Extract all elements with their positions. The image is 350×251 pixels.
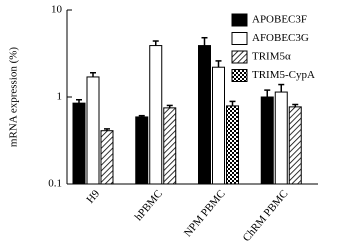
error-bar: [152, 40, 159, 46]
x-tick-label: ChRM PBMC: [241, 188, 291, 244]
bar: [135, 116, 149, 185]
legend-label: APOBEC3F: [252, 14, 307, 26]
bar: [163, 107, 177, 185]
bar: [149, 45, 163, 185]
legend-swatch: [231, 13, 248, 27]
error-bar: [166, 104, 173, 108]
legend-label: TRIM5α: [252, 51, 291, 63]
error-bar: [278, 83, 285, 93]
error-bar: [90, 71, 96, 77]
legend-swatch: [231, 50, 248, 64]
x-tick-label: H9: [84, 187, 102, 205]
x-tick-label: hPBMC: [133, 188, 165, 223]
x-tick-label: NPM PBMC: [182, 188, 228, 240]
bar: [100, 130, 114, 185]
legend-swatch: [231, 32, 248, 45]
bar: [198, 45, 211, 185]
bar: [288, 106, 302, 185]
error-bar: [76, 98, 82, 104]
legend-label: TRIM5-CypA: [252, 69, 315, 81]
bar: [86, 76, 100, 185]
error-bar: [292, 103, 299, 107]
bar: [260, 96, 274, 185]
bar: [212, 66, 225, 185]
error-bar: [215, 60, 222, 68]
y-tick-label: 0.1: [48, 178, 62, 190]
legend-swatch: [231, 69, 248, 82]
error-bar: [138, 114, 145, 117]
y-tick-label: 10: [51, 4, 63, 16]
y-tick-label: 1: [57, 91, 63, 103]
bar: [72, 102, 86, 185]
y-axis-label: mRNA expression (%): [8, 47, 20, 148]
bar: [274, 91, 288, 185]
legend-label: AFOBEC3G: [252, 32, 309, 44]
error-bar: [264, 89, 271, 97]
error-bar: [201, 36, 208, 46]
error-bar: [229, 100, 236, 106]
error-bar: [104, 128, 110, 131]
bar: [226, 105, 239, 185]
